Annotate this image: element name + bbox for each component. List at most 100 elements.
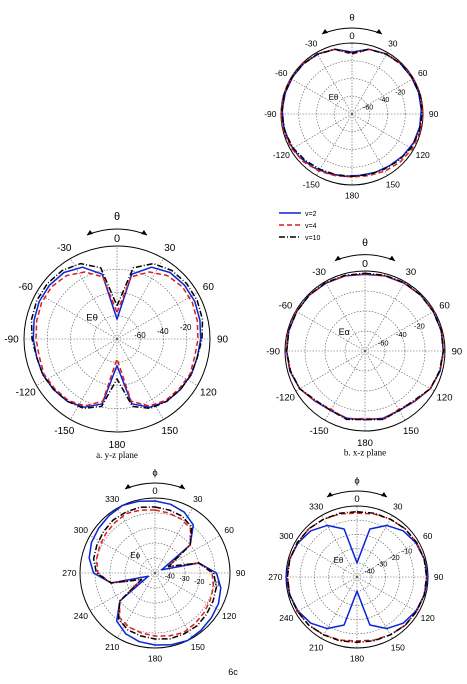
angle-label: 30 [393,501,403,511]
angle-label: 30 [193,494,203,504]
grid-spoke [116,258,164,340]
angle-label: -60 [279,300,293,311]
field-label: Eθ [329,93,339,102]
radial-label: -20 [395,89,405,96]
radial-label: -60 [134,331,146,340]
angle-label: -120 [273,150,290,160]
angle-label: 60 [418,68,428,78]
radial-label: -40 [364,568,374,575]
grid-spoke [36,338,118,386]
angle-label: -30 [312,267,326,278]
angle-label: 180 [148,654,162,664]
angle-symbol: θ [362,237,368,249]
grid-ring [344,330,386,372]
angle-label: 120 [421,613,435,623]
radial-label: -40 [157,327,169,336]
angle-label: 270 [268,572,282,582]
angle-label: -90 [4,335,19,346]
radial-label: -40 [379,97,389,104]
angle-label: -90 [266,346,280,357]
angle-label: 90 [452,346,463,357]
angle-symbol: θ [349,12,354,23]
grid-ring [333,95,371,133]
angle-label: -60 [275,68,288,78]
arrowhead-right [179,483,185,489]
radial-label: -20 [414,322,425,331]
polar-chart-phi_left: 30 60 90 120 150 180 210 240 270 300 330 0 ϕ -40 -30 -2… [62,467,245,663]
radial-label: -20 [180,323,192,332]
angle-label: 90 [217,335,229,346]
angle-label: 60 [439,300,450,311]
grid-spoke [364,281,406,352]
series-v10 [92,506,218,640]
radial-label: -60 [378,339,389,348]
radial-label: -30 [377,562,387,569]
grid-ring [299,519,415,635]
radial-label: -40 [165,574,175,581]
angle-label: 150 [391,643,405,653]
angle-label: 210 [105,642,119,652]
angle-label: 330 [105,494,119,504]
angle-label: 60 [203,282,215,293]
angle-label: 330 [309,501,323,511]
grid-spoke [89,535,156,574]
series-v10 [30,262,204,410]
arrowhead-left [335,255,341,261]
legend-label-v2: v=2 [305,211,317,218]
grid-spoke [117,507,156,574]
angle-symbol: ϕ [152,467,157,478]
field-label: Eα [339,327,350,337]
grid-spoke [364,350,435,392]
grid-spoke [154,572,221,611]
grid-ring [316,78,388,150]
angle-zero-label: 0 [349,31,354,42]
radial-label: -30 [179,576,189,583]
radial-label: -40 [396,330,407,339]
arrowhead-left [327,491,333,497]
polar-chart-yz: 30 60 90 120 150 180 -150 -120 -90 -60 -30 0 θ -60 -40… [4,211,228,460]
grid-spoke [364,350,406,421]
angle-label: -30 [57,243,72,254]
grid-spoke [324,281,366,352]
arrowhead-right [376,28,382,34]
angle-label: 180 [109,440,126,451]
field-label: Eϕ [130,551,140,560]
angle-label: 150 [161,426,178,437]
arrowhead-left [87,230,93,235]
grid-spoke [295,310,366,352]
series-v4 [35,271,199,407]
grid-spoke [70,258,118,340]
legend: v=2 v=4 v=10 [279,211,320,242]
grid-ring [93,315,141,363]
figure-label: 6c [228,667,238,677]
legend-label-v4: v=4 [305,223,317,230]
radial-label: -10 [402,548,412,555]
angle-label: 90 [434,572,444,582]
polar-chart-top_right: 30 60 90 120 150 180 -150 -120 -90 -60 -30 0 θ -60 -40… [264,12,438,200]
grid-spoke [36,292,118,340]
arrowhead-right [389,255,395,261]
angle-label: 300 [74,525,88,535]
angle-label: 60 [224,525,234,535]
grid-spoke [154,572,193,639]
angle-label: -120 [276,392,295,403]
radial-label: -20 [390,555,400,562]
arrowhead-left [322,28,328,34]
angle-label: 120 [222,611,236,621]
angle-label: -150 [303,180,320,190]
series-v10 [286,510,428,644]
angle-label: 150 [403,426,419,437]
series-v2 [88,500,222,646]
legend-label-v10: v=10 [305,235,320,242]
angle-label: 180 [350,654,364,664]
angle-label: 150 [386,180,400,190]
angle-zero-label: 0 [362,258,368,270]
series-v4 [95,509,215,637]
angle-label: 210 [309,643,323,653]
angle-label: 150 [191,642,205,652]
series-v10 [285,272,445,421]
grid-spoke [364,310,435,352]
angle-label: -30 [305,38,318,48]
polar-charts: 30 60 90 120 150 180 -150 -120 -90 -60 -30 0 θ -60 -40… [4,12,462,663]
